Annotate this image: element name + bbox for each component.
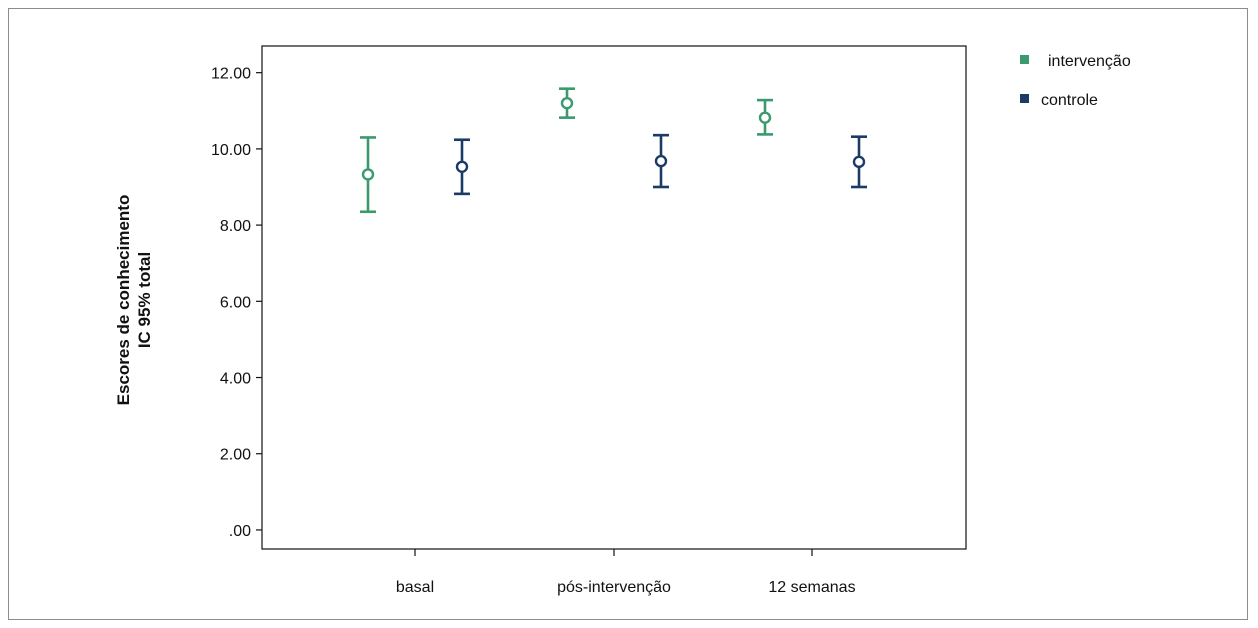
y-tick-label: .00 xyxy=(229,523,251,540)
series-intervencao xyxy=(360,87,773,214)
mean-marker xyxy=(455,160,469,173)
y-tick-label: 8.00 xyxy=(220,218,251,235)
x-tick-label: pós-intervenção xyxy=(557,579,671,596)
legend-label-controle: controle xyxy=(1041,92,1098,109)
legend-swatch-controle xyxy=(1020,94,1029,103)
mean-marker xyxy=(758,111,772,124)
mean-marker xyxy=(560,96,574,110)
x-axis: basal pós-intervenção 12 semanas xyxy=(396,549,856,596)
y-tick-label: 2.00 xyxy=(220,447,251,464)
x-tick-label: 12 semanas xyxy=(768,579,855,596)
figure-frame xyxy=(8,8,1248,620)
plot-frame xyxy=(261,45,967,550)
mean-marker xyxy=(361,168,375,181)
series-controle xyxy=(454,133,867,196)
y-tick-label: 10.00 xyxy=(211,142,251,159)
y-axis: .00 2.00 4.00 6.00 8.00 10.00 12.00 xyxy=(211,66,262,540)
plot-area xyxy=(261,45,967,550)
y-axis-title-line-1: Escores de conhecimento xyxy=(114,195,133,406)
legend-label-intervencao: intervenção xyxy=(1048,53,1131,70)
y-tick-label: 4.00 xyxy=(220,371,251,388)
mean-marker xyxy=(852,155,866,169)
y-axis-title-line-2: IC 95% total xyxy=(135,252,154,348)
y-tick-label: 12.00 xyxy=(211,66,251,83)
legend-swatch-intervencao xyxy=(1020,55,1029,64)
x-tick-label: basal xyxy=(396,579,434,596)
legend: intervenção controle xyxy=(1020,53,1131,109)
series-layer xyxy=(360,87,867,214)
y-tick-label: 6.00 xyxy=(220,294,251,311)
mean-marker xyxy=(654,154,668,168)
